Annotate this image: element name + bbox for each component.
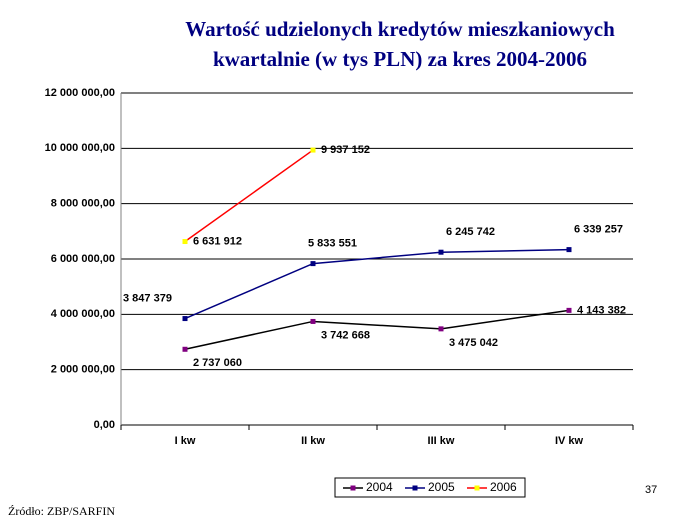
legend-marker [474, 485, 480, 491]
source: Źródło: ZBP/SARFIN [8, 504, 115, 518]
x-tick-label: III kw [428, 435, 455, 447]
data-label: 3 742 668 [321, 329, 370, 341]
data-label: 6 339 257 [574, 224, 623, 236]
legend-marker [350, 485, 356, 491]
data-label: 2 737 060 [193, 357, 242, 369]
point-marker [438, 326, 444, 332]
y-tick-label: 10 000 000,00 [45, 142, 115, 154]
chart-title: Wartość udzielonych kredytów mieszkaniow… [185, 17, 615, 71]
series-line [184, 248, 570, 320]
legend-label: 2004 [366, 480, 393, 494]
data-label: 3 847 379 [123, 292, 172, 304]
data-label: 6 631 912 [193, 235, 242, 247]
y-tick-label: 4 000 000,00 [51, 308, 115, 320]
y-tick-label: 12 000 000,00 [45, 87, 115, 99]
point-marker [566, 247, 572, 253]
point-marker [182, 316, 188, 322]
data-label: 6 245 742 [446, 226, 495, 238]
point-marker [566, 307, 572, 313]
y-tick-label: 0,00 [94, 419, 115, 431]
point-marker [182, 346, 188, 352]
x-tick-label: I kw [175, 435, 196, 447]
point-marker [438, 249, 444, 255]
point-marker [310, 261, 316, 267]
y-tick-label: 2 000 000,00 [51, 364, 115, 376]
legend-marker [412, 485, 418, 491]
page-number: 37 [645, 484, 657, 496]
y-tick-label: 6 000 000,00 [51, 253, 115, 265]
legend-box [334, 477, 526, 498]
x-tick-label: IV kw [555, 435, 584, 447]
legend-label: 2006 [490, 480, 517, 494]
legend-label: 2005 [428, 480, 455, 494]
series-line [184, 309, 570, 351]
data-label: 4 143 382 [577, 304, 626, 316]
data-label: 9 937 152 [321, 144, 370, 156]
point-marker [310, 147, 316, 153]
data-label: 3 475 042 [449, 337, 498, 349]
data-label: 5 833 551 [308, 238, 357, 250]
point-marker [182, 239, 188, 245]
x-tick-label: II kw [301, 435, 325, 447]
series-line [184, 149, 314, 243]
point-marker [310, 318, 316, 324]
y-tick-label: 8 000 000,00 [51, 198, 115, 210]
